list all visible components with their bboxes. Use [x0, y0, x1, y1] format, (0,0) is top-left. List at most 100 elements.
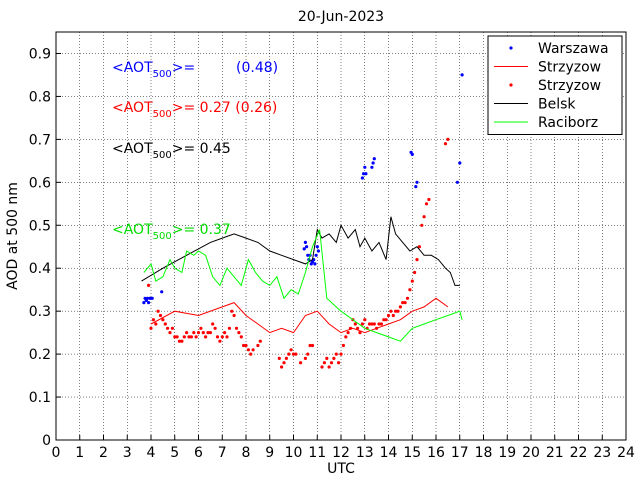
data-point [353, 322, 357, 326]
grid [56, 32, 626, 440]
data-point [334, 352, 338, 356]
data-point [414, 185, 418, 189]
annotations: <AOT500>= (0.48) <AOT500>= 0.27 (0.26) <AOT… [112, 60, 278, 242]
x-tick-label: 24 [617, 445, 635, 461]
x-tick-label: 17 [451, 445, 469, 461]
data-point [150, 296, 154, 300]
data-point [194, 335, 198, 339]
x-tick-label: 3 [123, 445, 132, 461]
legend-point-swatch [509, 46, 513, 50]
x-tick-label: 19 [498, 445, 516, 461]
data-point [364, 172, 368, 176]
data-point [303, 240, 307, 244]
data-point [187, 335, 191, 339]
data-point [161, 318, 165, 322]
legend-item: Raciborz [494, 115, 598, 131]
data-point [170, 326, 174, 330]
data-point [316, 249, 320, 253]
series-strzyzow-points [147, 137, 450, 369]
x-tick-label: 12 [332, 445, 350, 461]
data-point [313, 262, 317, 266]
data-point [332, 356, 336, 360]
data-point [218, 339, 222, 343]
x-tick-label: 14 [380, 445, 398, 461]
data-point [362, 172, 366, 176]
x-tick-label: 13 [356, 445, 374, 461]
data-point [287, 352, 291, 356]
data-point [325, 356, 329, 360]
legend-item: Warszawa [509, 41, 609, 57]
data-point [242, 343, 246, 348]
data-point [291, 352, 296, 356]
data-point [232, 313, 236, 318]
data-point [363, 318, 367, 322]
data-point [244, 343, 248, 348]
data-point [206, 331, 210, 335]
data-point [363, 165, 367, 169]
data-point [460, 73, 464, 77]
x-tick-label: 22 [570, 445, 588, 461]
data-point [320, 365, 324, 369]
data-point [249, 352, 253, 356]
data-point [234, 326, 239, 330]
data-point [398, 305, 402, 309]
data-point [327, 365, 331, 369]
x-tick-label: 9 [265, 445, 274, 461]
x-tick-label: 23 [593, 445, 611, 461]
data-point [455, 180, 459, 184]
data-point [389, 309, 393, 313]
data-point [394, 309, 398, 313]
data-point [314, 253, 318, 257]
data-point [196, 331, 201, 335]
x-tick-label: 15 [403, 445, 421, 461]
series-belsk-line [141, 216, 460, 286]
data-point [367, 322, 372, 326]
data-point [337, 361, 341, 365]
data-point [294, 352, 298, 356]
data-point [446, 137, 450, 141]
data-point [173, 335, 177, 339]
legend-point-swatch [509, 83, 513, 87]
data-point [280, 365, 284, 369]
aot-annotation: <AOT500>= 0.27 (0.26) [112, 100, 277, 120]
data-point [223, 331, 227, 335]
data-point [208, 331, 212, 335]
legend-label: Strzyzow [538, 60, 601, 76]
data-point [204, 335, 208, 339]
data-point [424, 202, 429, 206]
data-point [386, 313, 391, 318]
x-tick-label: 0 [52, 445, 61, 461]
data-point [189, 335, 193, 339]
data-point [396, 309, 400, 313]
data-point [282, 361, 286, 365]
legend-item: Strzyzow [494, 60, 601, 76]
data-point [391, 313, 395, 318]
data-point [289, 348, 293, 352]
data-point [160, 290, 164, 294]
data-point [225, 335, 229, 339]
series-layer [141, 73, 464, 369]
x-tick-label: 1 [75, 445, 84, 461]
data-point [370, 165, 374, 169]
aot-annotation: <AOT500>= [112, 60, 195, 80]
data-point [375, 326, 379, 330]
data-point [302, 247, 306, 251]
data-point [147, 283, 151, 287]
aot-annotation: <AOT500>= 0.45 [112, 141, 231, 161]
data-point [339, 352, 343, 356]
data-point [420, 223, 424, 227]
legend-item: Strzyzow [509, 78, 601, 94]
y-tick-label: 0.1 [29, 390, 51, 406]
data-point [370, 322, 374, 326]
data-point [405, 296, 410, 300]
data-point [377, 322, 381, 326]
data-point [344, 335, 348, 339]
data-point [308, 343, 312, 348]
legend-label: Belsk [538, 97, 576, 113]
data-point [372, 322, 376, 326]
data-point [360, 322, 364, 326]
data-point [403, 301, 407, 305]
data-point [306, 253, 310, 257]
data-point [356, 326, 360, 330]
